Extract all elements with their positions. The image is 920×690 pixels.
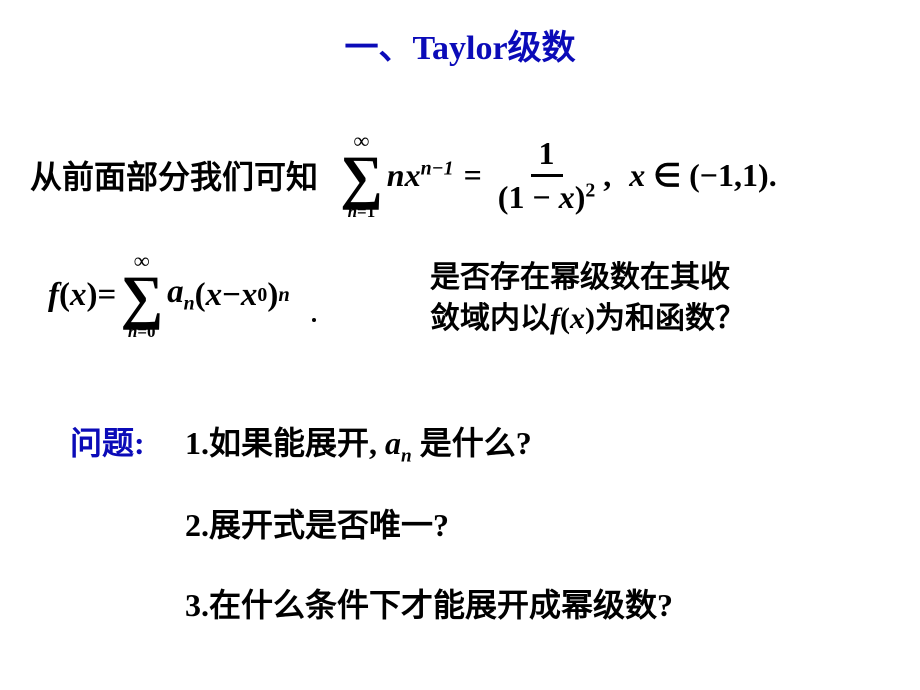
sigma-1: ∞ ∑ n=1 bbox=[340, 130, 383, 220]
title-suffix: 级数 bbox=[508, 30, 576, 67]
sigma-symbol: ∑ bbox=[340, 152, 383, 203]
question-3: 3.在什么条件下才能展开成幂级数? bbox=[185, 580, 673, 626]
sigma-2: ∞ ∑ n=0 bbox=[120, 250, 163, 340]
term-exp: n−1 bbox=[421, 157, 454, 179]
frac-den: (1 − x)2 bbox=[498, 177, 595, 216]
equals-1: = bbox=[464, 157, 482, 194]
term: nxn−1 bbox=[387, 157, 454, 194]
comma: , bbox=[603, 157, 611, 194]
equation-line-2: f(x) = ∞ ∑ n=0 an (x − x0)n bbox=[48, 250, 290, 340]
domain: x ∈ (−1,1). bbox=[629, 156, 776, 194]
fraction-1: 1 (1 − x)2 bbox=[498, 135, 595, 216]
question-intro: 是否存在幂级数在其收 敛域内以f(x)为和函数？ bbox=[430, 258, 745, 339]
question-1: 1.如果能展开, an 是什么? bbox=[185, 418, 532, 467]
lead-text: 从前面部分我们可知 bbox=[30, 152, 318, 198]
equation-line-1: 从前面部分我们可知 ∞ ∑ n=1 nxn−1 = 1 (1 − x)2 , bbox=[30, 130, 777, 220]
question-2: 2.展开式是否唯一? bbox=[185, 500, 449, 546]
title-latin: Taylor bbox=[412, 30, 507, 67]
sigma-bottom: n=1 bbox=[348, 203, 376, 220]
slide: 一、Taylor级数 从前面部分我们可知 ∞ ∑ n=1 nxn−1 = 1 (… bbox=[0, 0, 920, 690]
equation-2: f(x) = ∞ ∑ n=0 an (x − x0)n bbox=[48, 250, 290, 340]
intro-line-2: 敛域内以f(x)为和函数？ bbox=[430, 299, 745, 340]
frac-num: 1 bbox=[531, 135, 563, 177]
dot-mark bbox=[312, 318, 316, 322]
an: an bbox=[167, 274, 195, 316]
questions-label: 问题: bbox=[70, 418, 145, 464]
intro-line-1: 是否存在幂级数在其收 bbox=[430, 258, 745, 299]
slide-title: 一、Taylor级数 bbox=[0, 20, 920, 69]
title-prefix: 一、 bbox=[344, 30, 412, 67]
equation-1: ∞ ∑ n=1 nxn−1 = 1 (1 − x)2 , x ∈ (−1,1). bbox=[336, 130, 777, 220]
